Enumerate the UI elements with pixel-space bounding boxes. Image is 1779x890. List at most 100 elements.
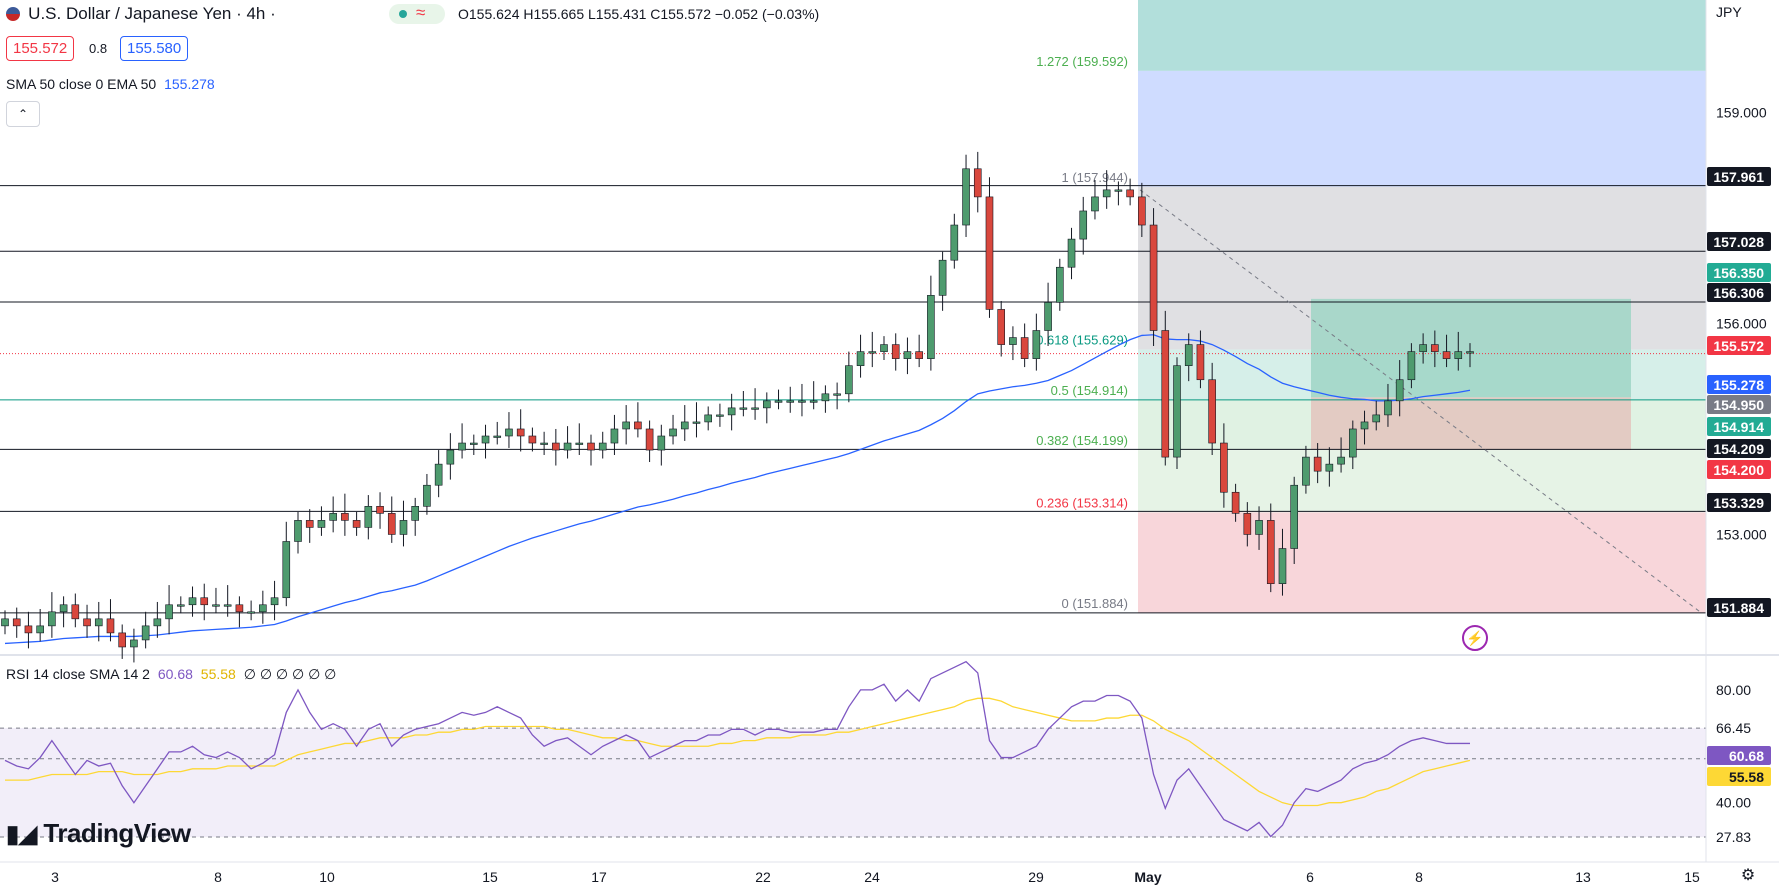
candle-body	[1196, 344, 1205, 381]
rsi-line	[4, 660, 1470, 838]
candle-body	[1302, 456, 1310, 486]
price-tag-label: 151.884	[1713, 600, 1764, 616]
candle-body	[598, 442, 607, 451]
candle-body	[856, 351, 865, 366]
price-tick-label: 153.000	[1716, 526, 1767, 542]
time-tick-label: May	[1134, 869, 1161, 885]
candle-body	[305, 520, 314, 528]
rsi-sma-line	[5, 697, 1471, 807]
candle-body	[657, 435, 666, 451]
price-tag-label: 154.950	[1713, 397, 1764, 413]
candle-body	[563, 442, 572, 451]
candle-body	[12, 618, 21, 627]
symbol-title[interactable]: U.S. Dollar / Japanese Yen · 4h ·	[28, 4, 276, 23]
candlesticks	[1, 151, 1474, 663]
candle-body	[927, 295, 935, 359]
candle-body	[669, 428, 677, 437]
candle-body	[165, 604, 173, 620]
candle-body	[845, 365, 853, 395]
price-tag-bg	[1707, 232, 1771, 251]
time-tick-label: 22	[755, 869, 771, 885]
candle-body	[411, 506, 420, 521]
price-tag-bg	[1707, 460, 1771, 479]
candle-body	[1220, 442, 1228, 493]
price-tag-label: 154.209	[1713, 441, 1764, 457]
currency-selector[interactable]: JPY	[1716, 4, 1756, 20]
rsi-sma-value: 55.58	[200, 666, 236, 682]
candle-body	[106, 618, 115, 634]
candle-body	[329, 513, 337, 521]
candle-body	[727, 407, 736, 416]
candle-body	[294, 520, 302, 542]
price-tag-bg	[1707, 283, 1771, 302]
price-tag-label: 155.572	[1713, 338, 1764, 354]
candle-body	[1395, 379, 1404, 402]
price-tag-label: 154.914	[1713, 419, 1764, 435]
candle-body	[212, 604, 220, 607]
candle-body	[680, 421, 689, 430]
long-position-tool	[1311, 298, 1631, 451]
rsi-tag-bg	[1707, 746, 1771, 765]
candle-body	[1114, 189, 1123, 192]
buy-button[interactable]: 155.580	[120, 36, 189, 61]
candle-body	[141, 625, 150, 641]
lightning-icon[interactable]: ⚡	[1462, 625, 1488, 651]
candle-body	[540, 442, 548, 445]
candle-body	[798, 400, 806, 403]
settings-gear-icon[interactable]: ⚙	[1740, 867, 1756, 884]
tv-logo-icon: ▮◢	[6, 821, 37, 848]
candle-body	[1313, 456, 1322, 472]
rsi-legend[interactable]: RSI 14 close SMA 14 2 60.68 55.58 ∅ ∅ ∅ …	[6, 666, 336, 683]
fib-label: 0.236 (153.314)	[1036, 495, 1128, 510]
candle-body	[1278, 548, 1287, 584]
price-tag-bg	[1707, 336, 1771, 355]
candle-body	[458, 442, 466, 451]
fib-label: 0.382 (154.199)	[1036, 433, 1128, 448]
candle-body	[587, 442, 595, 451]
candle-body	[423, 484, 431, 507]
candle-body	[376, 506, 384, 514]
candle-body	[434, 463, 443, 486]
candle-body	[739, 407, 748, 410]
time-tick-label: 13	[1575, 869, 1591, 885]
price-tag-label: 155.278	[1713, 377, 1764, 393]
candle-body	[985, 196, 994, 310]
fib-label: 1 (157.944)	[1062, 170, 1129, 185]
candle-body	[1184, 344, 1193, 366]
spread-value: 0.8	[89, 41, 108, 56]
candle-body	[1091, 196, 1099, 212]
candle-body	[1032, 330, 1041, 359]
candle-body	[1020, 337, 1029, 359]
trend-line	[1139, 189, 1701, 613]
candle-body	[48, 611, 56, 627]
sell-button[interactable]: 155.572	[6, 36, 75, 61]
candle-body	[36, 625, 44, 634]
fib-zone	[1138, 512, 1706, 613]
rsi-value: 60.68	[157, 666, 193, 682]
candle-body	[505, 428, 513, 437]
time-tick-label: 17	[591, 869, 607, 885]
fib-zone	[1138, 70, 1706, 187]
candle-body	[1255, 520, 1263, 535]
indicator-legend[interactable]: SMA 50 close 0 EMA 50 155.278	[6, 76, 215, 92]
rsi-tick-label: 40.00	[1716, 795, 1751, 811]
rsi-sma-tag-bg	[1707, 767, 1771, 786]
candle-body	[1231, 491, 1240, 514]
candle-body	[399, 520, 408, 535]
candle-body	[1325, 463, 1334, 472]
candle-body	[1360, 421, 1369, 430]
tradingview-logo[interactable]: ▮◢ TradingView	[6, 818, 191, 849]
candle-body	[1266, 520, 1275, 584]
candle-body	[387, 513, 396, 535]
target-zone	[1311, 298, 1631, 398]
candle-body	[915, 351, 923, 359]
price-tag-label: 154.200	[1713, 462, 1764, 478]
collapse-legend-button[interactable]: ⌃	[6, 101, 40, 127]
candle-body	[270, 597, 279, 606]
status-pill[interactable]: ≈	[389, 3, 445, 24]
candle-body	[177, 604, 185, 607]
candle-body	[528, 435, 537, 444]
candle-body	[1243, 513, 1252, 535]
